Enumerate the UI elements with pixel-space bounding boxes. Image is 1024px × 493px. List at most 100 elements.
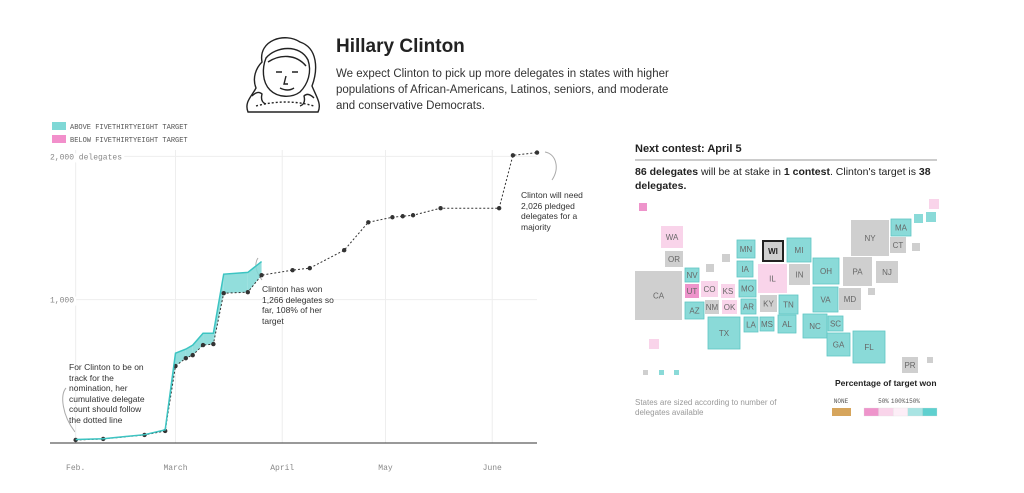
state-tile — [722, 300, 737, 314]
target-point — [211, 341, 216, 347]
target-gap-area — [247, 261, 262, 293]
state-label: IA — [741, 265, 749, 274]
summary-part: 1 contest — [783, 166, 830, 178]
state-label: PA — [852, 268, 863, 277]
state-label: IN — [796, 271, 804, 280]
state-tile — [684, 267, 700, 283]
state-tile — [890, 218, 912, 237]
target-point — [410, 213, 416, 218]
state-label: VA — [820, 296, 831, 305]
actual-line — [75, 260, 263, 441]
target-gap-area — [175, 349, 186, 367]
state-tile — [839, 288, 861, 310]
state-label: LA — [746, 321, 756, 330]
state-label: KY — [763, 300, 774, 309]
state-tile — [876, 261, 898, 283]
state-tile — [929, 199, 939, 209]
x-tick-label: April — [270, 464, 294, 473]
state-label: TN — [783, 301, 794, 310]
state-label: GA — [833, 341, 845, 350]
target-gap-area — [203, 333, 214, 346]
state-tile — [927, 357, 933, 363]
portrait — [246, 37, 321, 113]
state-tile — [812, 286, 839, 313]
legend-swatch — [893, 407, 908, 417]
state-label: NJ — [882, 268, 892, 277]
target-point — [400, 214, 405, 219]
state-tile — [707, 316, 741, 350]
annotation: For Clinton to be on track for the nomin… — [69, 362, 145, 425]
state-label: NY — [864, 234, 876, 243]
state-label: WI — [768, 247, 778, 256]
state-tile — [789, 264, 810, 285]
header-description: We expect Clinton to pick up more delega… — [336, 68, 669, 112]
state-tile — [912, 243, 920, 251]
state-tile — [827, 315, 844, 332]
state-tile — [743, 316, 759, 333]
target-point — [290, 267, 295, 273]
target-point — [496, 206, 502, 211]
state-tile — [760, 295, 777, 312]
legend-label: NONE — [834, 398, 849, 405]
annotation: Clinton will need 2,026 pledged delegate… — [521, 190, 583, 232]
state-tile — [738, 279, 757, 298]
summary-part: 38 delegates. — [635, 166, 931, 192]
state-label: NM — [706, 303, 719, 312]
state-tile — [706, 264, 714, 272]
state-tile — [722, 254, 730, 262]
next-contest-summary: 86 delegates will be at stake in 1 conte… — [635, 165, 935, 193]
x-tick-label: May — [378, 464, 393, 473]
state-label: MN — [740, 245, 753, 254]
state-tile — [635, 271, 682, 320]
state-tile — [643, 370, 648, 375]
state-tile — [736, 239, 756, 259]
annotation: Clinton has won 1,266 delegates so far, … — [262, 284, 334, 326]
legend-swatch — [922, 407, 938, 417]
state-label: TX — [719, 329, 730, 338]
next-contest-heading: Next contest: April 5 — [635, 143, 742, 155]
arrow — [62, 387, 76, 433]
target-point — [190, 352, 195, 358]
state-tile — [868, 288, 875, 295]
state-label: OR — [668, 255, 680, 264]
legend-label: 100% — [891, 398, 906, 405]
legend-label: ABOVE FIVETHIRTYEIGHT TARGET — [70, 124, 188, 132]
state-label: CA — [653, 292, 665, 301]
state-label: AL — [782, 320, 792, 329]
state-tile — [802, 313, 828, 339]
state-tile — [705, 300, 719, 314]
state-tile — [914, 214, 923, 223]
state-tile — [759, 316, 775, 332]
label-bg — [49, 296, 77, 306]
legend-label: 150% — [906, 398, 921, 405]
x-tick-label: March — [163, 464, 187, 473]
legend-label: BELOW FIVETHIRTYEIGHT TARGET — [70, 137, 188, 145]
state-tile — [812, 257, 840, 285]
y-tick-label: 1,000 — [50, 297, 74, 306]
state-tile — [902, 357, 918, 373]
legend-swatch — [878, 407, 894, 417]
state-tile — [852, 330, 886, 364]
legend-swatch — [907, 407, 923, 417]
state-tile — [777, 314, 797, 334]
state-tile — [665, 251, 683, 267]
map-note: States are sized according to number of … — [635, 398, 777, 417]
state-label: MI — [795, 246, 804, 255]
summary-part: . Clinton's target is — [829, 166, 919, 178]
legend-swatch — [52, 135, 66, 143]
legend-swatch — [52, 122, 66, 130]
target-point — [200, 342, 206, 348]
state-label: OH — [820, 267, 832, 276]
state-label: SC — [830, 320, 841, 329]
state-tile — [674, 370, 679, 375]
target-point — [245, 290, 250, 295]
state-label: CT — [893, 241, 904, 250]
target-point — [342, 248, 347, 253]
state-label: AR — [743, 303, 754, 312]
state-tile — [786, 237, 812, 263]
target-point — [390, 215, 395, 220]
state-tile — [890, 237, 906, 253]
target-line — [75, 152, 538, 441]
state-tile — [762, 240, 784, 262]
state-tile — [740, 298, 757, 315]
